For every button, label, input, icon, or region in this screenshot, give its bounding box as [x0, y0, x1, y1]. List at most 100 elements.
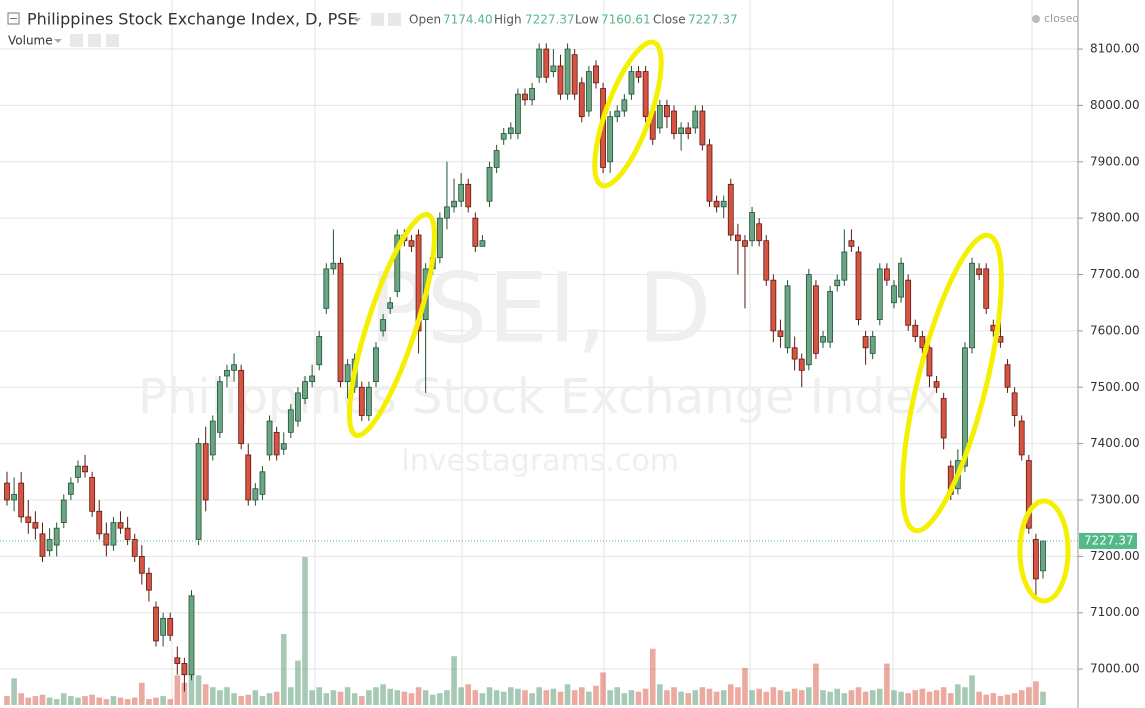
- y-tick-label: 8000.00: [1090, 98, 1140, 112]
- close-button[interactable]: [106, 34, 119, 47]
- volume-bar: [614, 687, 621, 705]
- volume-bar: [394, 690, 401, 705]
- candle-body: [39, 533, 46, 557]
- dropdown[interactable]: [353, 18, 361, 22]
- volume-bar: [969, 675, 975, 705]
- candle-body: [231, 364, 237, 371]
- volume-bar: [351, 693, 358, 705]
- candle-body: [522, 93, 528, 101]
- candle-body: [67, 482, 74, 495]
- candle-body: [479, 240, 486, 247]
- candle-body: [635, 71, 642, 78]
- volume-bar: [316, 687, 323, 705]
- volume-bar: [75, 697, 81, 705]
- open-label: Open: [409, 13, 441, 27]
- volume-bar: [593, 685, 599, 705]
- candle-body: [188, 595, 195, 676]
- candle-body: [585, 71, 592, 112]
- candle-body: [664, 105, 670, 118]
- volume-bar: [224, 687, 230, 705]
- candle-body: [202, 443, 209, 501]
- candle-body: [798, 358, 805, 371]
- settings-button[interactable]: [371, 13, 384, 26]
- candle-body: [436, 217, 443, 259]
- candle-body: [834, 279, 841, 287]
- volume-bar: [124, 699, 131, 705]
- volume-bar: [160, 696, 166, 705]
- candle-body: [784, 285, 791, 349]
- volume-bar: [550, 688, 557, 705]
- candle-body: [373, 347, 379, 383]
- volume-bar: [429, 694, 436, 705]
- volume-bar: [671, 687, 677, 705]
- settings-button[interactable]: [70, 34, 83, 47]
- volume-bar: [997, 696, 1004, 705]
- volume-bar: [295, 660, 301, 705]
- volume-bar: [266, 693, 273, 705]
- candle-body: [493, 150, 500, 168]
- y-tick-label: 7900.00: [1090, 154, 1140, 168]
- volume-bar: [217, 690, 223, 705]
- candle-body: [266, 420, 273, 456]
- candle-body: [444, 206, 450, 219]
- candle-body: [103, 533, 110, 546]
- volume-bar: [380, 684, 386, 705]
- volume-bar: [692, 690, 699, 705]
- dropdown[interactable]: [54, 39, 62, 43]
- settings-button[interactable]: [388, 13, 401, 26]
- open-value: 7174.40: [443, 13, 493, 27]
- candle-body: [4, 482, 10, 501]
- volume-bar: [401, 691, 408, 705]
- volume-bar: [96, 697, 103, 705]
- volume-bar: [82, 696, 88, 705]
- volume-bar: [181, 682, 188, 705]
- candle-body: [60, 499, 67, 523]
- candle-body: [181, 663, 188, 676]
- volume-bar: [146, 699, 152, 705]
- candle-body: [486, 167, 493, 202]
- candle-body: [706, 144, 713, 202]
- volume-bar: [422, 690, 429, 705]
- last-price-badge: [1079, 532, 1137, 549]
- volume-bar: [777, 690, 784, 705]
- volume-bar: [273, 691, 280, 705]
- last-price-label: 7227.37: [1084, 533, 1134, 547]
- watermark: Investagrams.com: [401, 444, 679, 479]
- volume-bar: [621, 693, 628, 705]
- volume-bar: [940, 687, 947, 705]
- volume-bar: [486, 687, 493, 705]
- candle-body: [53, 527, 60, 546]
- candle-body: [365, 386, 372, 416]
- volume-bar: [280, 633, 287, 705]
- candle-body: [827, 291, 834, 343]
- volume-bar: [678, 691, 684, 705]
- market-status: closed: [1044, 12, 1079, 25]
- candle-body: [330, 262, 337, 270]
- volume-bar: [720, 690, 727, 705]
- y-tick-label: 7100.00: [1090, 605, 1140, 619]
- candle-body: [18, 482, 25, 518]
- candle-body: [309, 375, 316, 383]
- volume-bar: [32, 696, 39, 705]
- volume: [4, 557, 1046, 705]
- candle-body: [259, 471, 266, 495]
- candle-body: [628, 71, 635, 95]
- volume-bar: [664, 690, 670, 705]
- candle-body: [302, 381, 308, 399]
- volume-bar: [68, 696, 74, 705]
- volume-bar: [1040, 691, 1046, 705]
- volume-bar: [131, 697, 138, 705]
- volume-bar: [855, 687, 862, 705]
- candle-body: [763, 240, 770, 281]
- volume-bar: [110, 696, 117, 705]
- settings-button[interactable]: [88, 34, 101, 47]
- volume-bar: [600, 672, 606, 705]
- y-tick-label: 7600.00: [1090, 323, 1140, 337]
- candle-body: [685, 127, 692, 134]
- close-value: 7227.37: [688, 13, 738, 27]
- volume-bar: [827, 691, 833, 705]
- volume-bar: [1033, 681, 1039, 705]
- header: Philippines Stock Exchange Index, D, PSE…: [7, 10, 1079, 48]
- candle-body: [770, 279, 777, 332]
- volume-bar: [252, 690, 259, 705]
